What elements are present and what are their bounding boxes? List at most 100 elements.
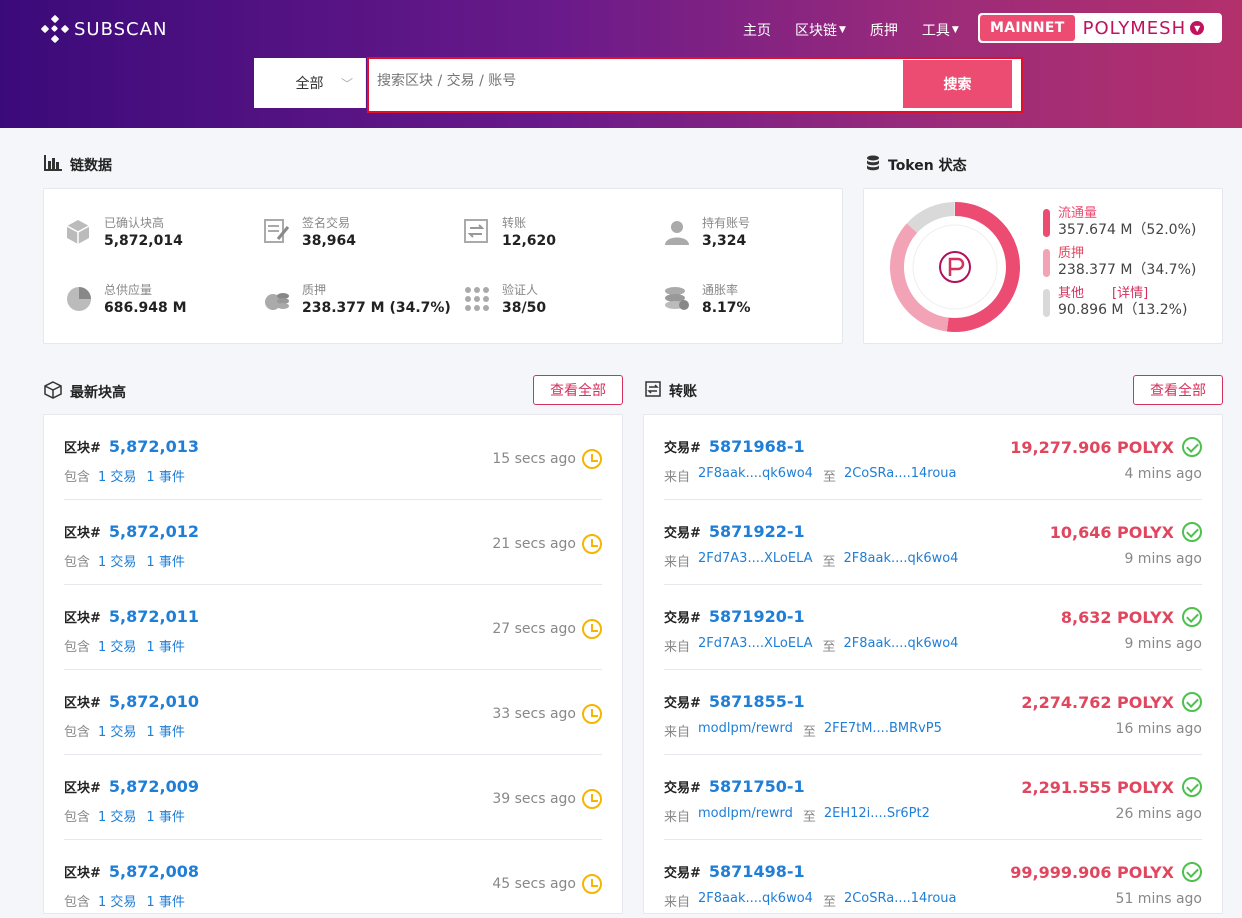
events-link[interactable]: 1 事件 — [146, 895, 185, 910]
extrinsic-link[interactable]: 5871498-1 — [708, 862, 805, 881]
signed-doc-icon — [264, 219, 290, 245]
search-type-select[interactable]: 全部 ﹀ — [254, 58, 366, 108]
transfer-amount: 19,277.906 POLYX — [1010, 437, 1174, 457]
details-link[interactable]: [详情] — [1112, 286, 1149, 301]
search-input[interactable] — [377, 73, 897, 89]
events-link[interactable]: 1 事件 — [146, 640, 185, 655]
to-address-link[interactable]: 2EH12i....Sr6Pt2 — [823, 806, 930, 821]
from-address-link[interactable]: 2F8aak....qk6wo4 — [698, 466, 813, 481]
transfers-title-text: 转账 — [669, 384, 697, 400]
to-address-link[interactable]: 2CoSRa....14roua — [843, 466, 957, 481]
bar-chart-icon — [44, 155, 62, 175]
block-number-link[interactable]: 5,872,008 — [108, 862, 199, 881]
contains-label: 包含 — [64, 895, 91, 910]
stat-label: 转账 — [502, 216, 527, 230]
to-label: 至 — [822, 640, 836, 655]
blocks-view-all-button[interactable]: 查看全部 — [533, 375, 623, 405]
block-prefix: 区块# — [64, 781, 101, 796]
transfer-prefix: 交易# — [664, 696, 701, 711]
from-address-link[interactable]: modlpm/rewrd — [698, 721, 793, 736]
transfer-row: 交易# 5871922-1 来自 2Fd7A3....XLoELA 至 2F8aak...… — [664, 500, 1202, 585]
block-time: 33 secs ago — [492, 706, 576, 722]
transfer-row: 交易# 5871920-1 来自 2Fd7A3....XLoELA 至 2F8aak...… — [664, 585, 1202, 670]
events-link[interactable]: 1 事件 — [146, 725, 185, 740]
extrinsics-link[interactable]: 1 交易 — [98, 810, 137, 825]
legend-value: 238.377 M（34.7%) — [1058, 262, 1197, 278]
legend-name: 流通量 — [1058, 206, 1098, 221]
block-number-link[interactable]: 5,872,009 — [108, 777, 199, 796]
chevron-down-icon: ▼ — [1190, 21, 1205, 35]
stat-label: 持有账号 — [702, 216, 751, 230]
events-link[interactable]: 1 事件 — [146, 810, 185, 825]
contains-label: 包含 — [64, 470, 91, 485]
nav-tools[interactable]: 工具 ▼ — [922, 20, 959, 40]
block-number-link[interactable]: 5,872,012 — [108, 522, 199, 541]
to-address-link[interactable]: 2F8aak....qk6wo4 — [843, 636, 959, 651]
from-label: 来自 — [664, 895, 691, 910]
block-number-link[interactable]: 5,872,011 — [108, 607, 199, 626]
stat-label: 总供应量 — [104, 283, 153, 297]
pie-icon — [66, 286, 92, 312]
success-check-icon — [1182, 522, 1202, 542]
main-nav: 主页 区块链 ▼ 质押 工具 ▼ — [743, 20, 983, 40]
stat-value: 12,620 — [502, 233, 557, 249]
extrinsic-link[interactable]: 5871750-1 — [708, 777, 805, 796]
transfers-view-all-button[interactable]: 查看全部 — [1133, 375, 1223, 405]
nav-home-label: 主页 — [743, 23, 771, 39]
search-button[interactable]: 搜索 — [903, 60, 1012, 108]
stat-label: 签名交易 — [302, 216, 351, 230]
stat-transfers: 转账 12,620 — [464, 215, 556, 251]
stack-icon — [664, 286, 690, 312]
legend-staked: 质押 238.377 M（34.7%) — [1043, 246, 1196, 279]
to-address-link[interactable]: 2F8aak....qk6wo4 — [843, 551, 959, 566]
contains-label: 包含 — [64, 555, 91, 570]
stat-finalized-block: 已确认块高 5,872,014 — [66, 215, 183, 251]
nav-tools-label: 工具 — [921, 23, 950, 39]
block-row: 区块# 5,872,013 包含 1 交易 1 事件 15 secs ago — [64, 415, 602, 500]
token-donut-chart — [890, 202, 1020, 332]
transfer-prefix: 交易# — [664, 611, 701, 626]
stat-value: 38,964 — [302, 233, 357, 249]
search-bar: 全部 ﹀ 搜索 — [254, 57, 1023, 113]
nav-blockchain[interactable]: 区块链 ▼ — [795, 20, 846, 40]
extrinsic-link[interactable]: 5871922-1 — [708, 522, 805, 541]
events-link[interactable]: 1 事件 — [146, 470, 185, 485]
block-number-link[interactable]: 5,872,010 — [108, 692, 199, 711]
token-status-card: 流通量 357.674 M（52.0%) 质押 238.377 M（34.7%) 其… — [863, 188, 1223, 344]
stat-holders: 持有账号 3,324 — [664, 215, 750, 251]
extrinsics-link[interactable]: 1 交易 — [98, 470, 137, 485]
block-number-link[interactable]: 5,872,013 — [108, 437, 199, 456]
block-time: 45 secs ago — [492, 876, 576, 892]
logo-text: SUBSCAN — [74, 18, 168, 40]
stat-staked: 质押 238.377 M (34.7%) — [264, 282, 451, 318]
latest-blocks-list: 区块# 5,872,013 包含 1 交易 1 事件 15 secs ago 区块# 5,87… — [43, 414, 623, 914]
extrinsics-link[interactable]: 1 交易 — [98, 640, 137, 655]
to-address-link[interactable]: 2CoSRa....14roua — [843, 891, 957, 906]
extrinsic-link[interactable]: 5871855-1 — [708, 692, 805, 711]
block-row: 区块# 5,872,011 包含 1 交易 1 事件 27 secs ago — [64, 585, 602, 670]
from-address-link[interactable]: 2Fd7A3....XLoELA — [698, 636, 813, 651]
from-address-link[interactable]: 2F8aak....qk6wo4 — [698, 891, 813, 906]
extrinsic-link[interactable]: 5871920-1 — [708, 607, 805, 626]
events-link[interactable]: 1 事件 — [146, 555, 185, 570]
to-label: 至 — [802, 725, 816, 740]
subscan-logo[interactable]: SUBSCAN — [40, 14, 168, 44]
network-switcher[interactable]: MAINNET POLYMESH ▼ — [978, 13, 1222, 43]
extrinsics-link[interactable]: 1 交易 — [98, 555, 137, 570]
from-address-link[interactable]: modlpm/rewrd — [698, 806, 793, 821]
extrinsics-link[interactable]: 1 交易 — [98, 725, 137, 740]
nav-home[interactable]: 主页 — [743, 20, 771, 40]
donut-slice-staked — [890, 223, 949, 332]
block-time: 21 secs ago — [492, 536, 576, 552]
from-address-link[interactable]: 2Fd7A3....XLoELA — [698, 551, 813, 566]
clock-icon — [582, 789, 602, 809]
extrinsic-link[interactable]: 5871968-1 — [708, 437, 805, 456]
stat-label: 质押 — [302, 283, 327, 297]
to-label: 至 — [822, 895, 836, 910]
network-name: POLYMESH — [1082, 17, 1187, 39]
transfers-list: 交易# 5871968-1 来自 2F8aak....qk6wo4 至 2CoSRa...… — [643, 414, 1223, 914]
stat-validators: 验证人 38/50 — [464, 282, 546, 318]
extrinsics-link[interactable]: 1 交易 — [98, 895, 137, 910]
nav-staking[interactable]: 质押 — [870, 20, 898, 40]
to-address-link[interactable]: 2FE7tM....BMRvP5 — [823, 721, 942, 736]
